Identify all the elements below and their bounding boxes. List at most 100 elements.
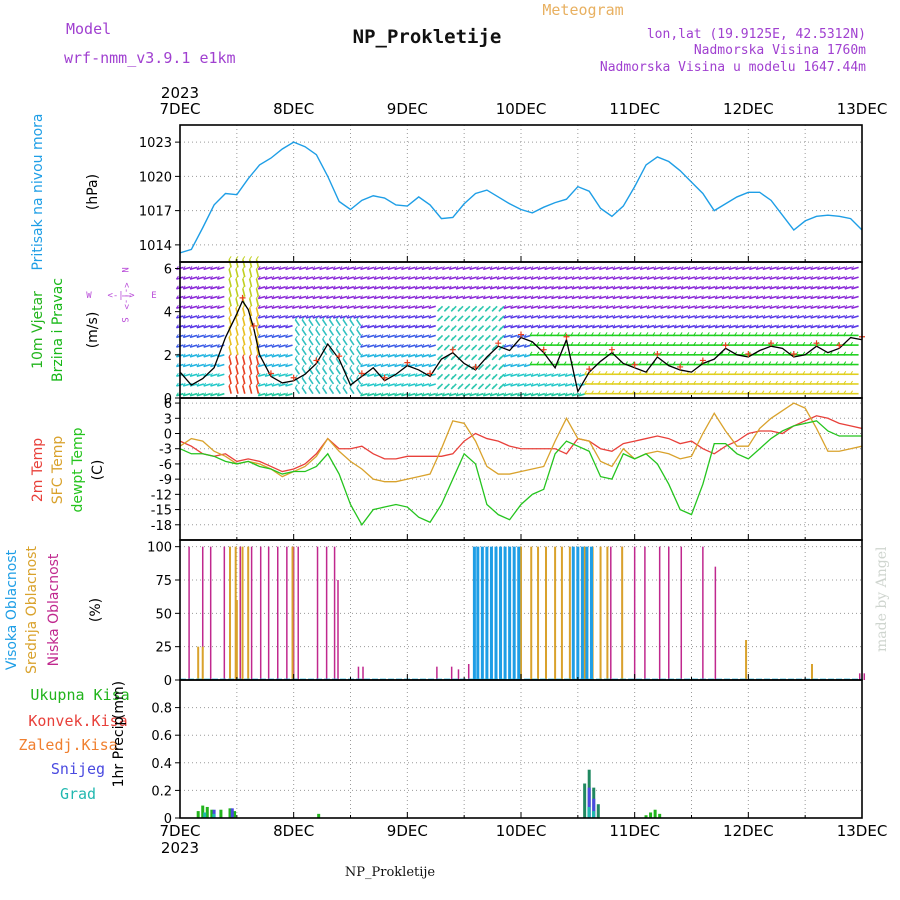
wind-arrow (387, 354, 396, 358)
cloud-mid-bar (520, 546, 522, 680)
wind-arrow-head (768, 361, 772, 365)
wind-arrow (633, 286, 641, 290)
wind-arrow-head (312, 295, 316, 299)
wind-arrow (714, 315, 723, 319)
wind-arrow (321, 338, 328, 346)
wind-arrow-head (672, 332, 676, 336)
wind-arrow (353, 315, 361, 319)
wind-arrow (578, 295, 587, 300)
wind-arrow-head (776, 295, 779, 299)
wind-arrow (278, 334, 286, 339)
wind-arrow-head (414, 324, 418, 328)
wind-arrow-head (823, 304, 827, 309)
wind-arrow-head (210, 334, 213, 338)
wind-arrow-head (612, 275, 616, 280)
wind-arrow (701, 276, 709, 280)
year-label-top: 2023 (161, 84, 199, 102)
wind-arrow-head (264, 295, 268, 299)
wind-arrow-head (550, 341, 553, 346)
wind-arrow (248, 259, 253, 268)
wind-arrow-head (850, 341, 854, 346)
wind-arrow (489, 266, 498, 271)
wind-arrow-head (373, 392, 377, 396)
wind-arrow-head (366, 353, 370, 358)
wind-arrow-head (618, 370, 622, 375)
wind-arrow-head (584, 361, 588, 365)
wind-arrow-head (471, 356, 475, 361)
wind-arrow-head (308, 374, 312, 379)
wind-arrow-head (646, 324, 650, 328)
wind-arrow-head (563, 361, 567, 365)
wind-arrow-head (353, 295, 357, 299)
wind-arrow-head (294, 326, 298, 330)
wind-arrow-head (537, 295, 541, 299)
wind-arrow (755, 305, 764, 310)
wind-arrow (544, 392, 552, 397)
wind-arrow (315, 348, 321, 356)
wind-arrow (235, 259, 239, 268)
wind-arrow-head (653, 275, 657, 280)
wind-arrow-head (578, 314, 582, 319)
wind-arrow-head (550, 351, 553, 356)
wind-arrow (728, 266, 737, 271)
wind-arrow (255, 268, 260, 278)
wind-arrow-head (189, 324, 193, 328)
wind-arrow (292, 266, 300, 271)
cloud-mid-bar (291, 546, 294, 680)
wind-arrow-head (659, 361, 663, 365)
wind-arrow-head (216, 304, 220, 309)
wind-arrow (248, 268, 253, 278)
wind-arrow-head (619, 266, 623, 270)
wind-arrow-head (803, 266, 807, 270)
wind-arrow (844, 295, 852, 300)
wind-arrow-head (478, 307, 481, 312)
wind-arrow-head (843, 351, 847, 356)
cloud-low-bar (223, 546, 226, 680)
wind-arrow (605, 324, 614, 329)
wind-arrow (278, 324, 286, 329)
wind-arrow-head (210, 363, 213, 367)
wind-arrow (394, 373, 402, 378)
wind-arrow (349, 319, 355, 327)
wind-arrow (633, 295, 641, 300)
wind-arrow (421, 363, 430, 368)
wind-arrow (333, 276, 341, 280)
wind-arrow-head (489, 275, 493, 280)
wind-arrow-head (672, 341, 676, 346)
wind-arrow-head (618, 390, 622, 394)
wind-arrow (380, 315, 389, 319)
wind-arrow-head (803, 324, 807, 328)
wind-arrow-head (693, 380, 697, 385)
wind-arrow-head (407, 353, 411, 358)
wind-arrow-head (762, 314, 766, 319)
wind-arrow-head (728, 324, 732, 328)
wind-arrow-head (437, 385, 440, 390)
wind-arrow (783, 286, 791, 290)
wind-arrow-head (536, 351, 540, 356)
wind-arrow-head (578, 382, 582, 387)
wind-arrow-head (257, 363, 261, 367)
wind-arrow-head (660, 314, 664, 319)
wind-arrow-head (830, 304, 834, 309)
wind-arrow (653, 286, 662, 290)
wind-arrow-head (380, 304, 384, 309)
wind-arrow-head (175, 314, 179, 319)
wind-arrow-head (747, 332, 751, 336)
wind-arrow-head (822, 361, 826, 365)
wind-arrow (524, 383, 532, 387)
wind-arrow (435, 295, 443, 300)
wind-arrow (255, 366, 260, 375)
x-tick-label-top: 7DEC (159, 100, 200, 118)
wind-arrow (769, 324, 777, 329)
wind-arrow (537, 286, 546, 290)
wind-arrow-head (591, 341, 594, 346)
wind-arrow-head (478, 327, 481, 331)
wind-arrow (530, 315, 539, 319)
wind-arrow-head (421, 304, 425, 309)
wind-arrow-head (851, 266, 855, 270)
wind-arrow (510, 334, 518, 339)
wind-arrow-head (462, 285, 466, 290)
wind-arrow-head (503, 275, 507, 280)
wind-arrow (217, 276, 225, 280)
wind-arrow-head (257, 372, 261, 377)
